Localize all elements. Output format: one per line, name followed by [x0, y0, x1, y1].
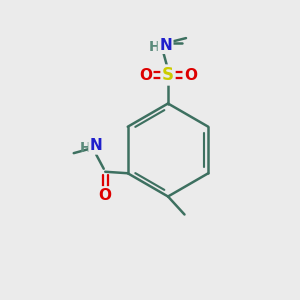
Text: O: O: [99, 188, 112, 203]
Text: O: O: [139, 68, 152, 82]
Text: N: N: [90, 138, 103, 153]
Text: N: N: [159, 38, 172, 52]
Text: H: H: [149, 40, 160, 54]
Text: S: S: [162, 66, 174, 84]
Text: O: O: [184, 68, 197, 82]
Text: H: H: [80, 141, 92, 155]
